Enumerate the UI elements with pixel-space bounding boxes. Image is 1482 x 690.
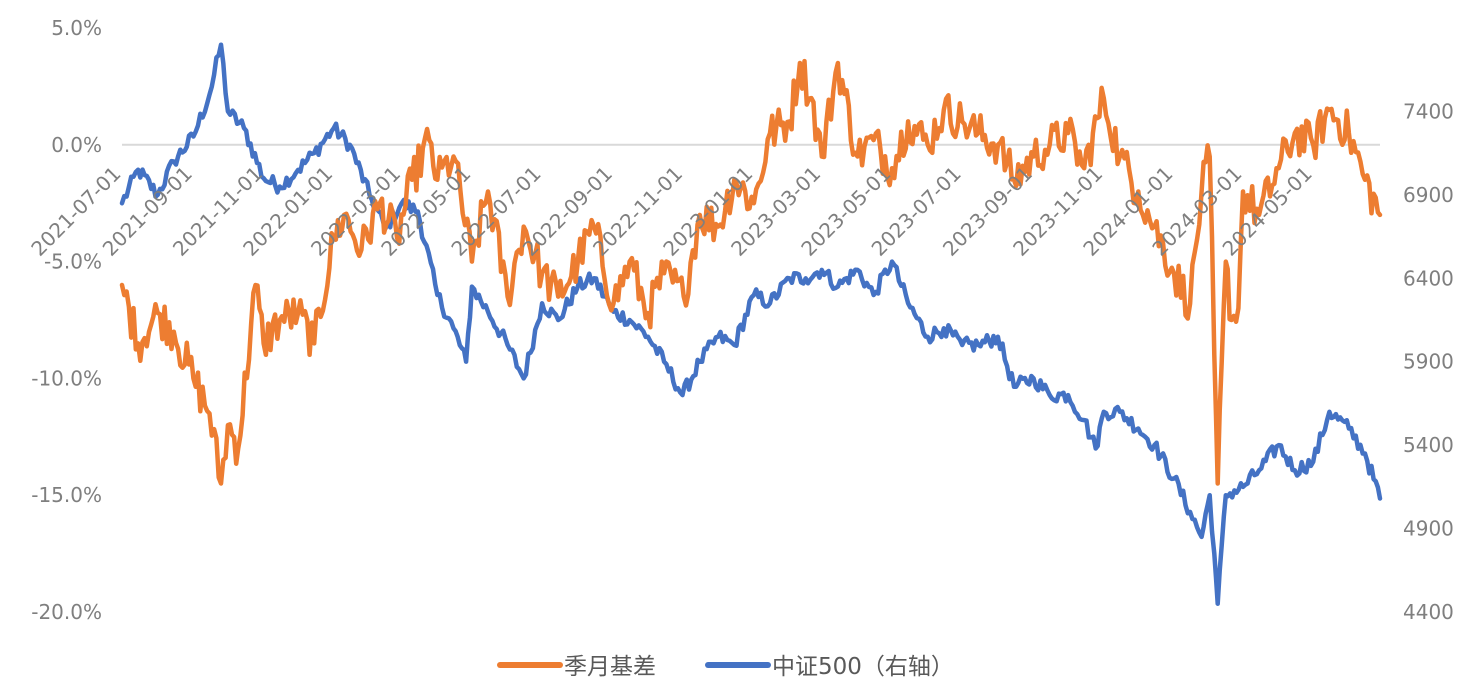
x-axis: 2021-07-012021-09-012021-11-012022-01-01…: [26, 162, 1316, 261]
right-tick-label: 5900: [1403, 350, 1454, 374]
left-tick-label: -10.0%: [31, 366, 102, 390]
right-tick-label: 6400: [1403, 266, 1454, 290]
left-tick-label: 0.0%: [51, 133, 102, 157]
series-layer: [119, 42, 1383, 606]
series-line-index: [119, 42, 1383, 606]
left-axis: 5.0% 0.0% -5.0% -10.0% -15.0% -20.0%: [31, 16, 102, 624]
right-tick-label: 6900: [1403, 183, 1454, 207]
left-tick-label: -20.0%: [31, 600, 102, 624]
left-tick-label: -15.0%: [31, 483, 102, 507]
series-line-basis: [119, 58, 1383, 486]
right-tick-label: 4900: [1403, 517, 1454, 541]
right-tick-label: 5400: [1403, 433, 1454, 457]
legend-item-basis-label: 季月基差: [564, 654, 656, 680]
legend-item-index-label: 中证500（右轴）: [772, 654, 954, 680]
left-tick-label: -5.0%: [44, 250, 102, 274]
right-tick-label: 4400: [1403, 600, 1454, 624]
left-tick-label: 5.0%: [51, 16, 102, 40]
legend: 季月基差 中证500（右轴）: [497, 654, 954, 680]
right-axis: 7400 6900 6400 5900 5400 4900 4400: [1403, 99, 1454, 624]
right-tick-label: 7400: [1403, 99, 1454, 123]
